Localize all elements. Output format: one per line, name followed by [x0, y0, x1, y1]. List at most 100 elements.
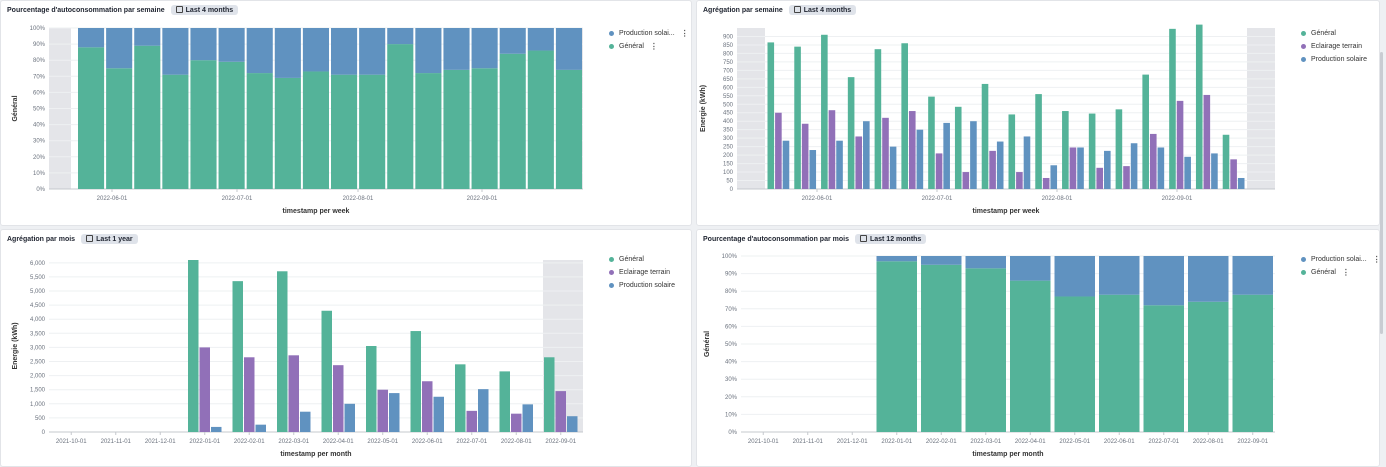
y-tick-label: 0 — [730, 187, 734, 193]
legend-item[interactable]: Eclairage terrain — [609, 266, 675, 279]
more-options-icon[interactable]: ⋮ — [1341, 268, 1350, 277]
calendar-icon — [175, 6, 183, 13]
legend-label: Production solai... — [619, 30, 675, 37]
y-tick-label: 20% — [725, 395, 738, 401]
bar-eclairage — [555, 391, 566, 432]
bar-solar — [965, 256, 1006, 269]
x-tick-label: 2021-12-01 — [837, 439, 868, 445]
bar-solar — [211, 426, 222, 432]
x-tick-label: 2022-02-01 — [926, 439, 957, 445]
bar-general — [901, 43, 908, 190]
bar-eclairage — [908, 111, 916, 189]
legend-item[interactable]: Production solaire — [609, 279, 675, 292]
legend-item[interactable]: Eclairage terrain — [1301, 40, 1367, 53]
bar-solar — [274, 28, 301, 78]
bar-general — [1222, 134, 1230, 189]
bar-solar — [415, 28, 442, 74]
bar-solar — [1010, 256, 1051, 281]
bar-eclairage — [775, 112, 782, 189]
bar-general — [415, 73, 442, 189]
x-tick-label: 2022-03-01 — [278, 439, 309, 445]
legend-item[interactable]: Général ⋮ — [609, 40, 689, 53]
y-tick-label: 50% — [33, 107, 46, 113]
bar-general — [499, 371, 510, 432]
legend-label: Eclairage terrain — [619, 269, 670, 276]
page-scrollbar[interactable] — [1380, 52, 1383, 334]
bar-solar — [1050, 165, 1058, 189]
bar-solar — [344, 403, 355, 432]
bar-general — [359, 74, 386, 189]
bar-solar — [255, 424, 266, 432]
time-range-badge[interactable]: Last 12 months — [854, 234, 927, 244]
bar-general — [555, 69, 582, 189]
bar-solar — [1023, 136, 1031, 189]
bar-solar — [943, 122, 950, 189]
y-tick-label: 4,000 — [30, 317, 46, 323]
time-range-badge[interactable]: Last 4 months — [788, 5, 857, 15]
legend-label: Production solaire — [619, 282, 676, 289]
bar-general — [134, 45, 161, 190]
legend-label: Général — [1311, 30, 1336, 37]
bar-eclairage — [244, 357, 255, 432]
y-tick-label: 90% — [33, 42, 46, 48]
bar-general — [277, 271, 288, 432]
bar-solar — [1184, 156, 1191, 189]
bar-general — [106, 68, 133, 189]
bar-solar — [782, 140, 790, 189]
legend-item[interactable]: Général — [609, 253, 675, 266]
bar-solar — [246, 28, 273, 74]
bar-eclairage — [333, 365, 344, 432]
bar-eclairage — [1096, 167, 1104, 189]
x-tick-label: 2022-07-01 — [922, 196, 953, 202]
x-tick-label: 2022-07-01 — [1148, 439, 1179, 445]
legend-color-dot — [609, 270, 614, 275]
bar-solar — [433, 396, 444, 432]
legend-item[interactable]: Production solai... ⋮ — [1301, 253, 1380, 266]
bar-solar — [1143, 256, 1184, 306]
bar-general — [544, 357, 555, 432]
bar-general — [455, 364, 466, 432]
y-tick-label: 500 — [723, 102, 734, 108]
more-options-icon[interactable]: ⋮ — [1372, 255, 1380, 264]
y-tick-label: 4,500 — [30, 303, 46, 309]
y-tick-label: 1,000 — [30, 402, 46, 408]
bar-solar — [921, 256, 962, 265]
legend-label: Eclairage terrain — [1311, 43, 1362, 50]
y-tick-label: 2,500 — [30, 360, 46, 366]
more-options-icon[interactable]: ⋮ — [680, 29, 689, 38]
bar-general — [1008, 114, 1016, 189]
panel-title: Agrégation par mois Last 1 year — [7, 234, 138, 244]
x-tick-label: 2022-06-01 — [97, 196, 128, 202]
bar-general — [366, 346, 377, 432]
legend-color-dot — [609, 44, 614, 49]
time-range-badge[interactable]: Last 4 months — [170, 5, 239, 15]
y-tick-label: 850 — [723, 43, 734, 49]
bar-solar — [443, 28, 470, 70]
legend-item[interactable]: Production solai... ⋮ — [609, 27, 689, 40]
y-tick-label: 6,000 — [30, 261, 46, 267]
bar-eclairage — [422, 381, 433, 432]
x-tick-label: 2022-08-01 — [343, 196, 374, 202]
bar-general — [410, 331, 421, 432]
bar-general — [1062, 111, 1069, 189]
bar-general — [874, 49, 882, 190]
x-tick-label: 2021-10-01 — [748, 439, 779, 445]
bar-solar — [1054, 256, 1095, 297]
bar-solar — [162, 28, 189, 75]
x-axis-title: timestamp per month — [280, 451, 351, 458]
time-range-badge[interactable]: Last 1 year — [81, 234, 138, 244]
x-tick-label: 2022-09-01 — [1162, 196, 1193, 202]
bar-solar — [1211, 153, 1218, 189]
legend-item[interactable]: Général ⋮ — [1301, 266, 1379, 279]
legend-item[interactable]: Production solaire — [1301, 53, 1367, 66]
bar-solar — [478, 389, 489, 432]
legend-color-dot — [609, 283, 614, 288]
y-tick-label: 100% — [722, 254, 738, 260]
legend-item[interactable]: Général — [1301, 27, 1367, 40]
y-axis-title: Energie (kWh) — [12, 322, 19, 369]
y-tick-label: 900 — [723, 34, 734, 40]
y-tick-label: 3,000 — [30, 345, 46, 351]
calendar-icon — [859, 235, 867, 242]
more-options-icon[interactable]: ⋮ — [649, 42, 658, 51]
bar-general — [1099, 294, 1140, 432]
